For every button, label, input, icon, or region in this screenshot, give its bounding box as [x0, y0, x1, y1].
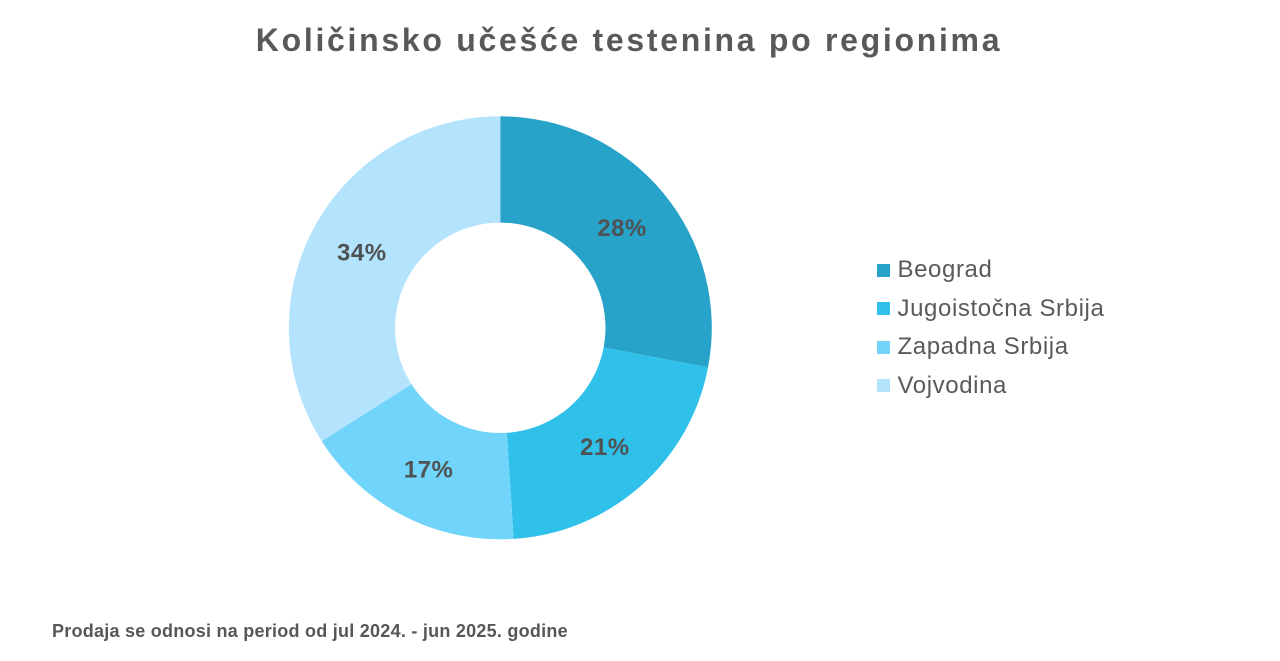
svg-text:17%: 17%	[404, 456, 454, 483]
svg-text:28%: 28%	[597, 215, 647, 242]
svg-text:21%: 21%	[580, 434, 630, 461]
svg-text:34%: 34%	[337, 240, 387, 267]
